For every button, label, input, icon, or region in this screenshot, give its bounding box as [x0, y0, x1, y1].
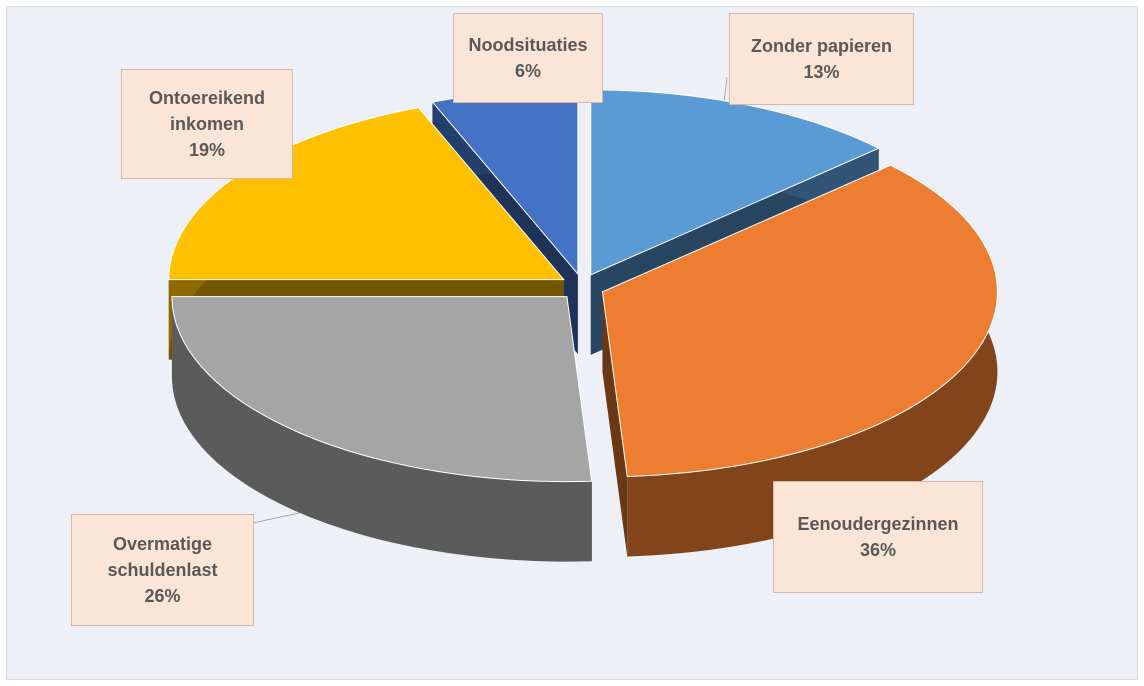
label-name: Eenoudergezinnen	[797, 514, 959, 534]
data-label: Zonder papieren 13%	[729, 13, 914, 105]
label-value: 26%	[144, 586, 181, 606]
data-label: Eenoudergezinnen 36%	[773, 481, 983, 593]
label-value: 19%	[188, 140, 226, 160]
label-value: 13%	[803, 62, 840, 82]
label-name: Ontoereikend inkomen	[148, 88, 266, 134]
slice-top	[590, 89, 880, 276]
slice-top	[601, 164, 998, 478]
slice-side	[602, 291, 628, 557]
slice-top	[171, 296, 593, 483]
label-value: 36%	[859, 540, 897, 560]
data-label: Overmatige schuldenlast 26%	[71, 514, 254, 626]
label-name: Zonder papieren	[750, 36, 893, 56]
label-name: Noodsituaties	[468, 35, 588, 55]
data-label: Noodsituaties 6%	[453, 13, 603, 103]
data-label: Ontoereikend inkomen 19%	[121, 69, 293, 179]
chart: Zonder papieren 13% Eenoudergezinnen 36% Ove…	[6, 6, 1138, 680]
slice-side	[627, 165, 998, 557]
slice-side	[171, 296, 592, 562]
label-value: 6%	[514, 61, 541, 81]
slice	[601, 164, 998, 557]
label-name: Overmatige schuldenlast	[107, 534, 218, 580]
slice	[171, 296, 593, 562]
pie-area	[168, 76, 998, 562]
